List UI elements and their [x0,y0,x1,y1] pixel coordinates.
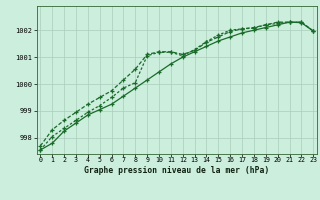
X-axis label: Graphe pression niveau de la mer (hPa): Graphe pression niveau de la mer (hPa) [84,166,269,175]
